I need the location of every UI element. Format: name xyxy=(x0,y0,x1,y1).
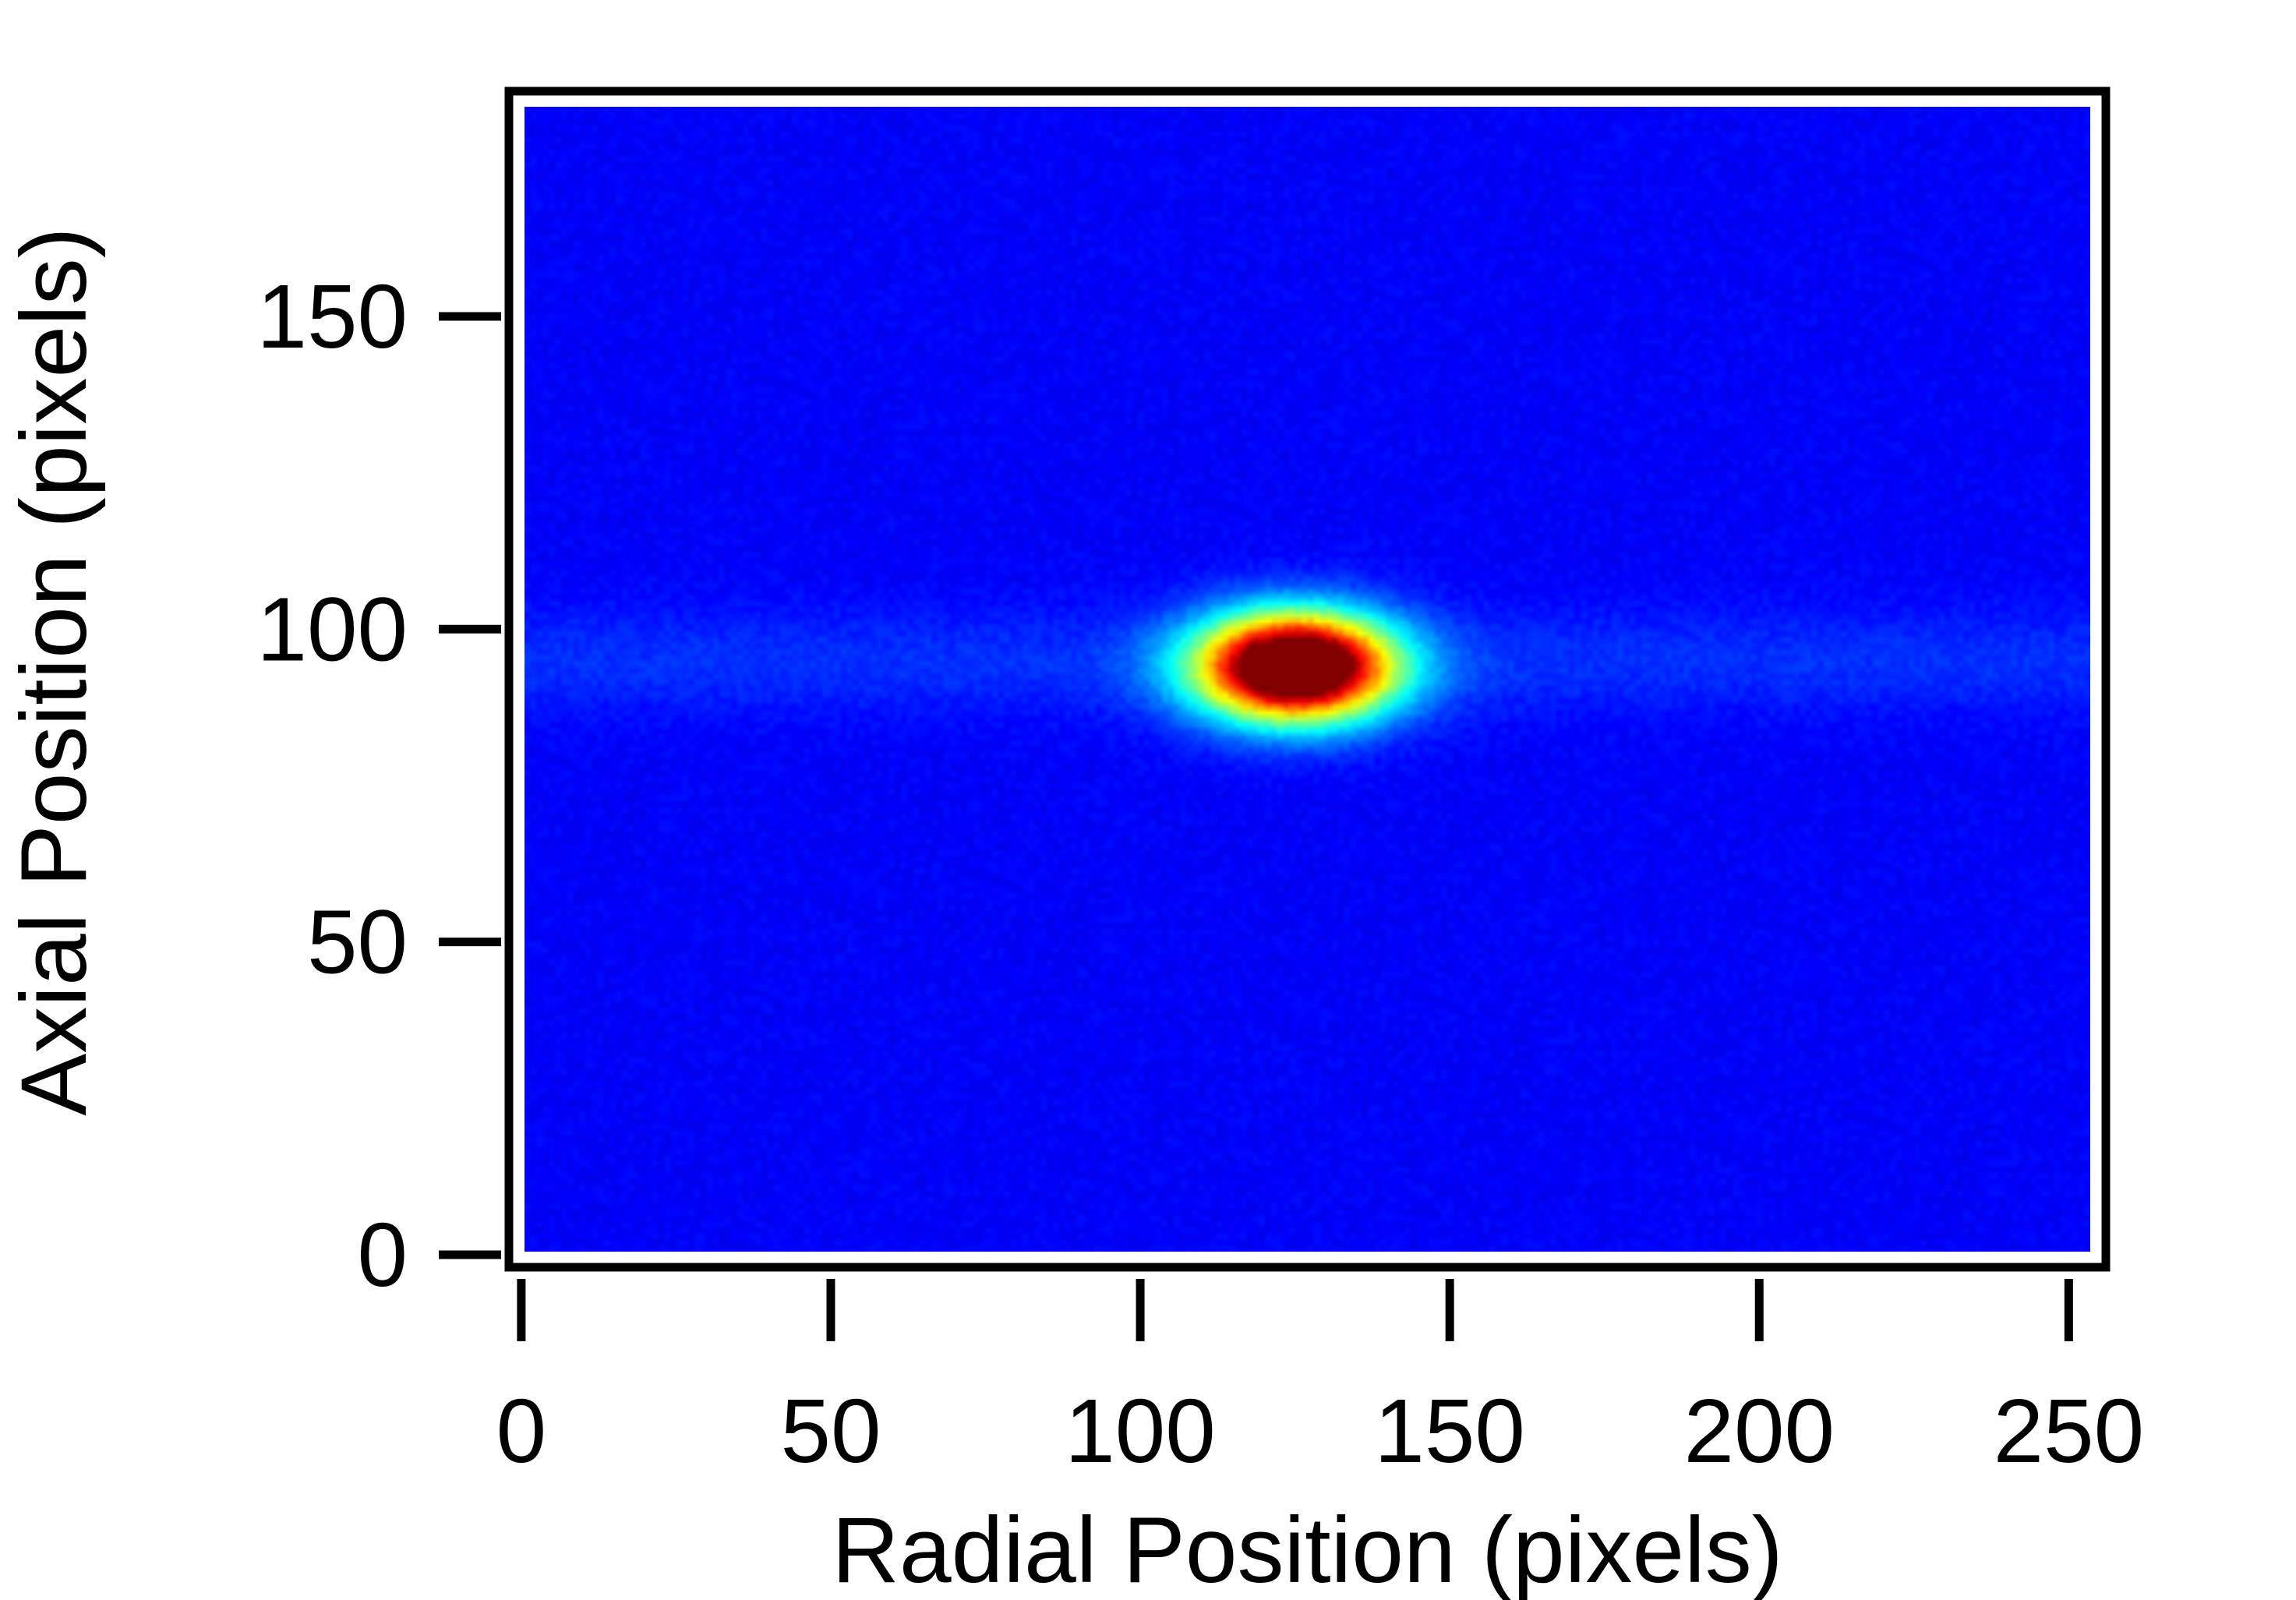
y-axis-ticks: 0 50 100 150 xyxy=(256,266,501,1305)
y-tick-label: 50 xyxy=(307,892,408,993)
y-tick-label: 100 xyxy=(256,578,408,680)
x-axis-label: Radial Position (pixels) xyxy=(832,1498,1783,1600)
heatmap-image xyxy=(525,107,2090,1252)
y-axis-label: Axial Position (pixels) xyxy=(2,227,106,1115)
x-tick-label: 50 xyxy=(780,1380,881,1482)
x-tick-label: 200 xyxy=(1683,1380,1835,1482)
x-tick-label: 0 xyxy=(496,1380,547,1482)
plot-frame xyxy=(504,87,2111,1272)
x-tick-label: 100 xyxy=(1065,1380,1216,1482)
y-tick-label: 0 xyxy=(357,1204,408,1305)
x-axis-ticks: 0 50 100 150 200 250 xyxy=(496,1279,2144,1482)
y-tick-label: 150 xyxy=(256,266,408,367)
x-tick-label: 250 xyxy=(1994,1380,2145,1482)
x-tick-label: 150 xyxy=(1374,1380,1525,1482)
